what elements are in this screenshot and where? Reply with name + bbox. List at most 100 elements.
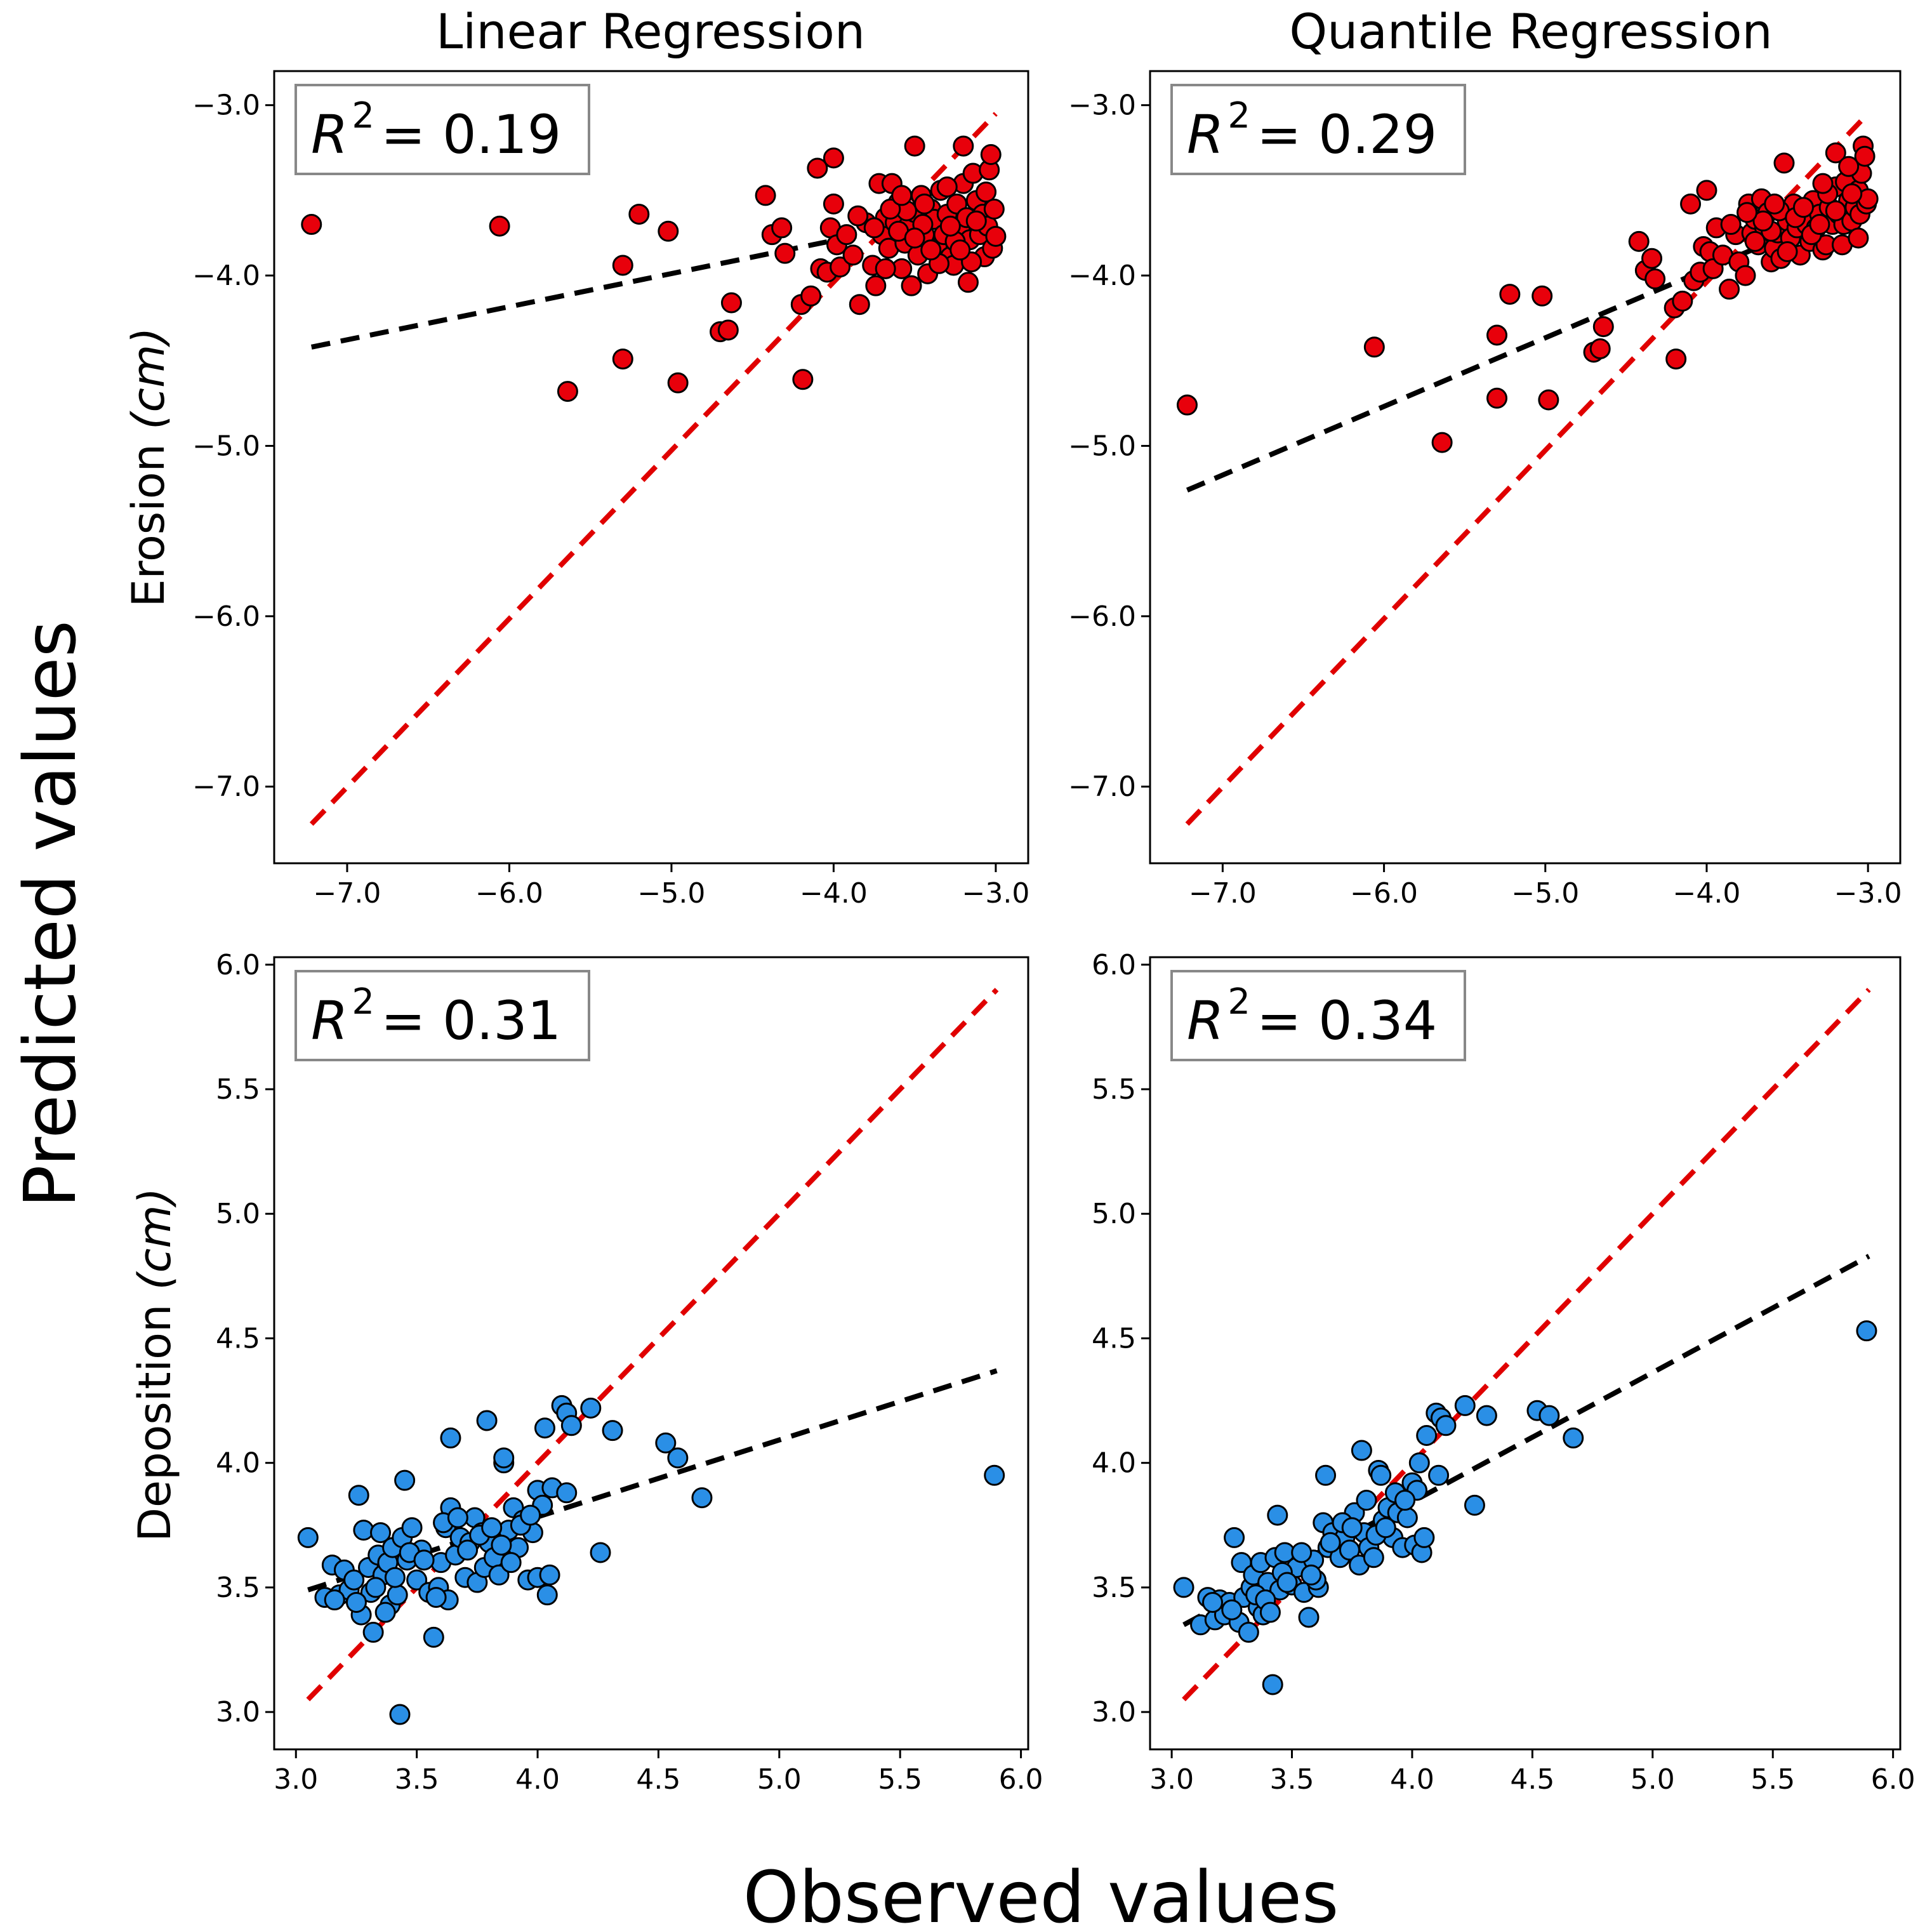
- chart-deposition-quantile-point-69: [1221, 1599, 1243, 1621]
- chart-deposition-linear-point-89: [520, 1504, 541, 1526]
- chart-deposition-linear-xtick-label-6: 6.0: [999, 1763, 1043, 1796]
- chart-erosion-linear-xtick-label-4: −3.0: [962, 877, 1029, 910]
- chart-deposition-linear-r2-box: [294, 970, 590, 1061]
- chart-deposition-quantile-ytick-label-1: 3.5: [1092, 1572, 1136, 1604]
- chart-deposition-linear-point-48: [493, 1447, 515, 1469]
- panel-deposition-quantile: 3.0 3.5 4.0 4.5 5.0 5.5 6.0 3.0 3.5 4.0 4.5 5.0 5.5 6…: [1092, 949, 1915, 1796]
- chart-deposition-linear-point-59: [536, 1584, 558, 1606]
- chart-erosion-quantile-point-84: [1825, 200, 1846, 222]
- chart-deposition-linear-ytick-label-6: 6.0: [216, 949, 260, 981]
- chart-deposition-quantile-point-82: [1394, 1490, 1416, 1511]
- chart-deposition-quantile-xtick-label-3: 4.5: [1510, 1763, 1554, 1796]
- chart-deposition-quantile-point-41: [1363, 1547, 1384, 1568]
- chart-erosion-linear-xtick-label-1: −6.0: [475, 877, 543, 910]
- chart-erosion-quantile-r2-label: R 2 = 0.29: [1187, 95, 1437, 166]
- chart-erosion-quantile-ytick-label-0: −7.0: [1068, 771, 1136, 803]
- chart-deposition-quantile-point-61: [1454, 1395, 1476, 1416]
- chart-deposition-linear-point-67: [590, 1542, 611, 1563]
- chart-erosion-quantile-point-80: [1744, 230, 1766, 252]
- chart-erosion-quantile-xtick-label-2: −5.0: [1511, 877, 1579, 910]
- chart-erosion-quantile-point-42: [1773, 152, 1795, 174]
- chart-deposition-quantile-point-55: [1413, 1527, 1435, 1548]
- chart-deposition-linear-point-80: [425, 1587, 447, 1608]
- chart-deposition-quantile-xtick-label-4: 5.0: [1631, 1763, 1675, 1796]
- chart-erosion-quantile-point-67: [1848, 227, 1869, 249]
- chart-erosion-linear-ytick-label-4: −3.0: [192, 89, 260, 122]
- chart-erosion-quantile-r2-symbol: R: [1187, 103, 1224, 166]
- chart-deposition-quantile-point-38: [1351, 1440, 1372, 1461]
- chart-deposition-linear-point-24: [401, 1517, 423, 1539]
- chart-erosion-linear-r2-symbol: R: [311, 103, 348, 166]
- chart-deposition-linear-point-69: [655, 1432, 677, 1454]
- chart-erosion-linear-point-75: [985, 225, 1007, 247]
- chart-erosion-linear-xtick-label-2: −5.0: [638, 877, 706, 910]
- chart-deposition-linear-point-64: [556, 1482, 578, 1504]
- chart-deposition-linear-point-68: [602, 1420, 623, 1442]
- chart-erosion-quantile-xtick-label-3: −4.0: [1673, 877, 1741, 910]
- chart-deposition-linear-point-19: [387, 1584, 408, 1606]
- row-ylabel-deposition-unit: (cm): [129, 1188, 181, 1290]
- chart-erosion-linear-point-87: [904, 227, 925, 249]
- chart-erosion-linear-point-62: [957, 272, 979, 293]
- figure-xlabel: Observed values: [743, 1857, 1339, 1929]
- chart-deposition-linear-r2-value: = 0.31: [381, 990, 561, 1052]
- chart-deposition-linear-r2-label: R 2 = 0.31: [311, 981, 561, 1052]
- chart-deposition-quantile-r2-box: [1170, 970, 1466, 1061]
- chart-erosion-linear-point-43: [904, 135, 925, 157]
- chart-deposition-linear-point-75: [365, 1577, 387, 1598]
- chart-deposition-linear-point-12: [362, 1622, 384, 1643]
- chart-deposition-linear-point-28: [423, 1626, 444, 1648]
- chart-erosion-linear-point-0: [301, 214, 322, 235]
- chart-erosion-quantile-point-6: [1532, 285, 1553, 307]
- chart-deposition-linear-point-14: [370, 1522, 392, 1544]
- chart-deposition-quantile-point-11: [1238, 1622, 1259, 1643]
- chart-deposition-quantile-xtick-label-6: 6.0: [1871, 1763, 1915, 1796]
- chart-erosion-linear-point-2: [557, 381, 578, 402]
- chart-erosion-linear-point-9: [717, 319, 739, 341]
- chart-erosion-quantile-ytick-label-3: −4.0: [1068, 260, 1136, 292]
- chart-deposition-quantile-point-80: [1375, 1517, 1396, 1539]
- row-ylabel-erosion: Erosion (cm): [122, 328, 175, 607]
- chart-erosion-linear-point-7: [667, 372, 689, 394]
- chart-deposition-linear-point-6: [343, 1569, 365, 1591]
- chart-erosion-linear-point-4: [612, 255, 633, 276]
- chart-erosion-quantile-ytick-label-1: −6.0: [1068, 600, 1136, 633]
- chart-erosion-linear-point-23: [823, 193, 844, 215]
- chart-deposition-quantile-point-67: [1856, 1320, 1877, 1342]
- chart-deposition-linear-point-71: [691, 1487, 713, 1509]
- panel-erosion-linear: −7.0 −6.0 −5.0 −4.0 −3.0 −7.0 −6.0 −5.0 −4.0 −3.0…: [192, 70, 1029, 910]
- chart-deposition-linear-point-73: [324, 1589, 345, 1611]
- chart-deposition-linear-point-22: [394, 1469, 416, 1491]
- chart-erosion-linear-r2-exp: 2: [352, 95, 374, 136]
- chart-erosion-linear-point-31: [865, 275, 887, 296]
- chart-erosion-linear-point-84: [863, 217, 885, 239]
- chart-deposition-linear-point-85: [481, 1517, 503, 1539]
- chart-erosion-quantile-point-90: [1812, 173, 1834, 194]
- chart-deposition-linear-point-0: [297, 1527, 319, 1548]
- chart-deposition-linear-ytick-label-3: 4.5: [216, 1322, 260, 1355]
- chart-erosion-linear-point-86: [920, 239, 942, 261]
- chart-erosion-quantile-point-91: [1838, 156, 1860, 177]
- chart-deposition-quantile-r2-symbol: R: [1187, 990, 1224, 1052]
- chart-deposition-linear-ytick-label-0: 3.0: [216, 1696, 260, 1728]
- chart-deposition-quantile-point-75: [1320, 1532, 1341, 1553]
- chart-deposition-linear-ytick-label-4: 5.0: [216, 1198, 260, 1230]
- chart-erosion-quantile-ytick-label-2: −5.0: [1068, 430, 1136, 462]
- chart-deposition-linear-ytick-label-2: 4.0: [216, 1447, 260, 1480]
- chart-erosion-linear-point-60: [953, 135, 974, 157]
- chart-erosion-quantile-point-2: [1431, 432, 1453, 453]
- chart-deposition-linear-point-46: [488, 1564, 510, 1586]
- chart-erosion-quantile-point-87: [1720, 214, 1742, 235]
- chart-deposition-linear-point-72: [984, 1464, 1005, 1486]
- chart-erosion-linear-point-93: [913, 193, 935, 215]
- chart-deposition-quantile-ytick-label-5: 5.5: [1092, 1073, 1136, 1106]
- chart-deposition-quantile-point-73: [1291, 1542, 1313, 1563]
- chart-deposition-linear-point-77: [384, 1567, 406, 1588]
- chart-deposition-quantile-ytick-label-3: 4.5: [1092, 1322, 1136, 1355]
- row-ylabel-erosion-unit: (cm): [122, 328, 175, 430]
- row-ylabel-deposition-name: Deposition: [129, 1304, 181, 1542]
- panel-deposition-linear: 3.0 3.5 4.0 4.5 5.0 5.5 6.0 3.0 3.5 4.0 4.5 5.0 5.5 6…: [216, 949, 1043, 1796]
- chart-deposition-quantile-r2-label: R 2 = 0.34: [1187, 981, 1437, 1052]
- chart-deposition-linear-frame: [273, 956, 1029, 1751]
- chart-deposition-quantile-point-85: [1300, 1564, 1322, 1586]
